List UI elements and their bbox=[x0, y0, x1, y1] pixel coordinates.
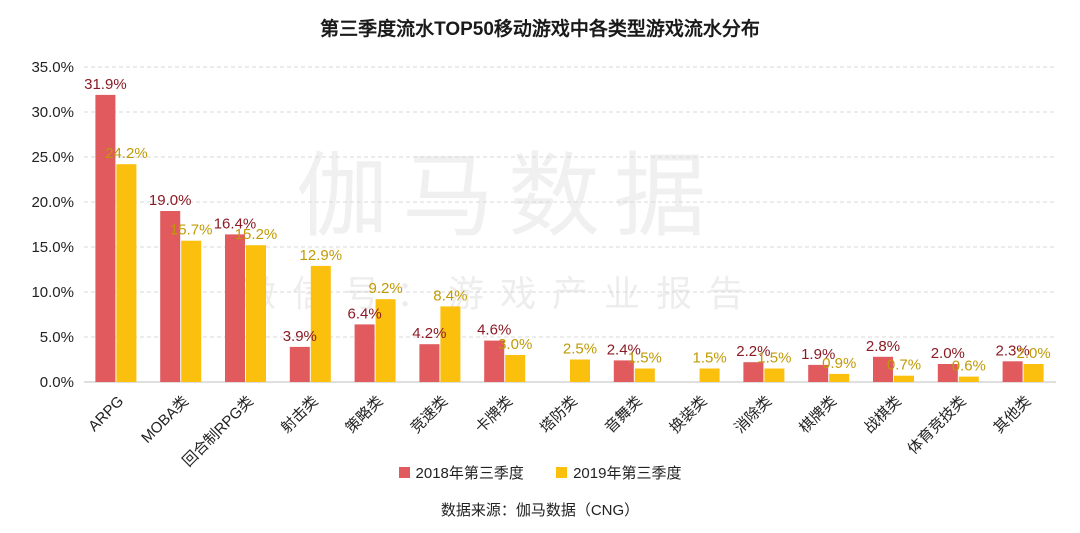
data-label: 0.9% bbox=[822, 355, 856, 372]
data-label: 2.5% bbox=[563, 341, 597, 358]
bars bbox=[95, 94, 1044, 383]
y-tick-label: 30.0% bbox=[31, 104, 74, 121]
x-tick-label: 射击类 bbox=[278, 393, 322, 437]
data-label: 6.4% bbox=[347, 305, 381, 322]
data-labels: 31.9%19.0%16.4%3.9%6.4%4.2% 4.6%2.4% 2.2% 1… bbox=[84, 76, 1051, 375]
data-label: 0.7% bbox=[887, 357, 921, 374]
chart-title: 第三季度流水TOP50移动游戏中各类型游戏流水分布 bbox=[320, 19, 760, 40]
x-tick-label: 其他类 bbox=[991, 393, 1035, 437]
data-label: 9.2% bbox=[368, 280, 402, 297]
x-tick-label: 竞速类 bbox=[407, 392, 452, 437]
legend-label-2018: 2018年第三季度 bbox=[415, 465, 524, 482]
legend-swatch-2019 bbox=[556, 467, 568, 478]
data-label: 15.2% bbox=[235, 226, 278, 243]
bar-2019 bbox=[375, 299, 396, 382]
x-tick-label: 棋牌类 bbox=[796, 393, 840, 437]
x-tick-label: 换装类 bbox=[667, 393, 711, 437]
bar-2019 bbox=[310, 265, 331, 382]
x-tick-label: 塔防类 bbox=[537, 393, 581, 437]
bar-2018 bbox=[937, 364, 958, 382]
data-label: 31.9% bbox=[84, 76, 127, 93]
data-label: 16.4% bbox=[214, 215, 257, 232]
x-tick-label: 策略类 bbox=[343, 393, 387, 437]
data-label: 3.9% bbox=[283, 328, 317, 345]
bar-2018 bbox=[160, 211, 181, 382]
y-tick-label: 35.0% bbox=[31, 59, 74, 76]
x-tick-label: 卡牌类 bbox=[472, 393, 516, 437]
bar-2019 bbox=[181, 240, 202, 382]
x-tick-label: 体育竞技类 bbox=[904, 392, 970, 458]
data-label: 8.4% bbox=[433, 287, 467, 304]
data-label: 2.2% bbox=[736, 343, 770, 360]
bar-2018 bbox=[808, 364, 829, 382]
data-label: 4.6% bbox=[477, 322, 511, 339]
legend-label-2019: 2019年第三季度 bbox=[573, 465, 682, 482]
bar-2019 bbox=[570, 359, 590, 382]
bar-2019 bbox=[246, 245, 266, 382]
bar-2019 bbox=[116, 164, 137, 382]
bar-2019 bbox=[1023, 364, 1044, 382]
bar-2018 bbox=[873, 356, 893, 382]
bar-2019 bbox=[634, 368, 655, 382]
bar-2018 bbox=[354, 324, 375, 382]
data-label: 2.4% bbox=[607, 341, 641, 358]
data-label: 2.0% bbox=[931, 345, 965, 362]
data-label: 12.9% bbox=[300, 247, 343, 264]
y-tick-label: 5.0% bbox=[40, 329, 74, 346]
bar-2018 bbox=[95, 94, 116, 383]
y-tick-label: 15.0% bbox=[31, 239, 74, 256]
watermark-main: 伽马数据 bbox=[296, 146, 720, 248]
bar-2019 bbox=[894, 375, 914, 382]
bar-2019 bbox=[699, 368, 720, 382]
data-label: 1.9% bbox=[801, 346, 835, 363]
x-tick-label: MOBA类 bbox=[138, 393, 192, 447]
y-axis: 0.0% 5.0% 10.0% 15.0% 20.0% 25.0% 30.0% 35.0% bbox=[31, 59, 74, 391]
data-label: 2.8% bbox=[866, 338, 900, 355]
bar-2018 bbox=[289, 346, 310, 382]
bar-2018 bbox=[743, 362, 764, 382]
data-label: 1.5% bbox=[692, 350, 726, 367]
data-label: 1.5% bbox=[757, 350, 791, 367]
data-label: 2.3% bbox=[995, 342, 1029, 359]
bar-2019 bbox=[505, 355, 526, 382]
bar-2019 bbox=[440, 306, 461, 382]
bar-2018 bbox=[419, 344, 440, 382]
legend-item-2018[interactable]: 2018年第三季度 bbox=[398, 462, 524, 483]
data-label: 0.6% bbox=[952, 358, 986, 375]
y-tick-label: 25.0% bbox=[31, 149, 74, 166]
legend-swatch-2018 bbox=[398, 467, 410, 478]
data-label: 3.0% bbox=[498, 336, 532, 353]
bar-2018 bbox=[225, 234, 245, 382]
x-tick-label: 音舞类 bbox=[602, 393, 646, 437]
bar-2018 bbox=[1002, 361, 1023, 382]
bar-2018 bbox=[484, 340, 505, 382]
y-tick-label: 10.0% bbox=[31, 284, 74, 301]
x-tick-label: 消除类 bbox=[731, 393, 775, 437]
data-label: 19.0% bbox=[149, 192, 192, 209]
bar-2019 bbox=[764, 368, 785, 382]
data-label: 4.2% bbox=[412, 325, 446, 342]
bar-2019 bbox=[829, 373, 850, 382]
x-tick-label: ARPG bbox=[85, 393, 127, 435]
x-tick-label: 战棋类 bbox=[861, 393, 905, 437]
data-label: 2.0% bbox=[1016, 345, 1050, 362]
data-label: 24.2% bbox=[105, 145, 148, 162]
y-tick-label: 20.0% bbox=[31, 194, 74, 211]
y-tick-label: 0.0% bbox=[40, 374, 74, 391]
data-label: 15.7% bbox=[170, 222, 213, 239]
bar-2018 bbox=[613, 360, 634, 382]
data-label: 1.5% bbox=[628, 350, 662, 367]
legend: 2018年第三季度 2019年第三季度 bbox=[0, 462, 1080, 483]
bar-2019 bbox=[958, 376, 979, 382]
legend-item-2019[interactable]: 2019年第三季度 bbox=[556, 462, 681, 483]
source-note: 数据来源：伽马数据（CNG） bbox=[440, 502, 640, 519]
